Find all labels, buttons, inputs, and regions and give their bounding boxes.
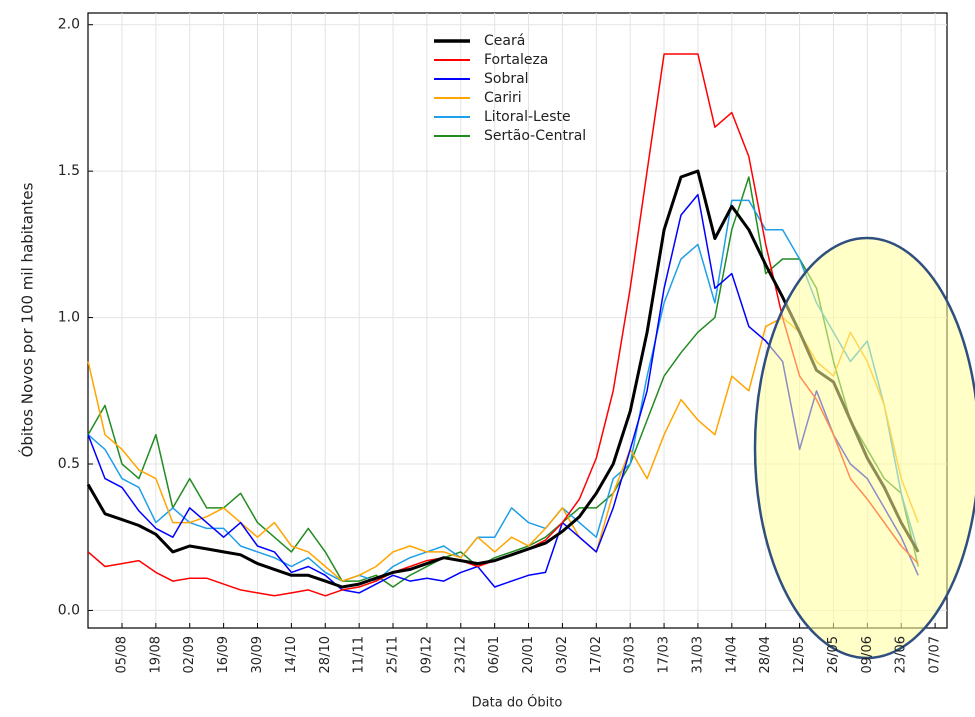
x-tick-label: 09/12	[419, 636, 434, 673]
x-tick-label: 17/03	[657, 636, 672, 673]
y-tick-label: 0.5	[58, 456, 80, 472]
legend-label: Sobral	[484, 71, 529, 87]
x-tick-label: 09/06	[860, 636, 875, 673]
x-axis-label: Data do Óbito	[472, 695, 563, 711]
legend-label: Cariri	[484, 90, 522, 106]
x-tick-label: 02/09	[182, 636, 197, 673]
legend-label: Sertão-Central	[484, 128, 586, 144]
x-tick-label: 11/11	[352, 636, 367, 673]
x-tick-label: 14/04	[724, 636, 739, 673]
x-tick-label: 23/06	[894, 636, 909, 673]
y-tick-label: 1.0	[58, 310, 80, 326]
x-tick-label: 03/03	[623, 636, 638, 673]
y-tick-label: 2.0	[58, 17, 80, 33]
x-tick-label: 05/08	[114, 636, 129, 673]
x-tick-label: 14/10	[284, 636, 299, 673]
legend-label: Litoral-Leste	[484, 109, 571, 125]
x-tick-label: 19/08	[148, 636, 163, 673]
x-tick-label: 06/01	[487, 636, 502, 673]
series-line	[86, 169, 920, 589]
highlight-ellipse	[753, 236, 975, 660]
x-tick-label: 16/09	[216, 636, 231, 673]
x-tick-label: 17/02	[589, 636, 604, 673]
series-line	[87, 199, 919, 582]
y-tick-label: 0.0	[58, 602, 80, 618]
x-tick-label: 20/01	[521, 636, 536, 673]
x-tick-label: 12/05	[792, 636, 807, 673]
legend-label: Fortaleza	[484, 52, 548, 68]
x-tick-label: 23/12	[453, 636, 468, 673]
x-tick-label: 25/11	[386, 636, 401, 673]
legend: Ceará Fortaleza Sobral Cariri Litoral-Leste S…	[434, 33, 586, 144]
y-tick-label: 1.5	[58, 163, 80, 179]
series-line	[87, 176, 919, 588]
y-axis-label: Óbitos Novos por 100 mil habitantes	[18, 182, 37, 457]
x-tick-label: 07/07	[928, 636, 943, 673]
x-tick-label: 31/03	[690, 636, 705, 673]
x-tick-label: 28/10	[318, 636, 333, 673]
x-tick-label: 30/09	[250, 636, 265, 673]
x-tick-label: 03/02	[555, 636, 570, 673]
x-tick-label: 26/05	[826, 636, 841, 673]
legend-label: Ceará	[484, 33, 525, 49]
x-tick-label: 28/04	[758, 636, 773, 673]
